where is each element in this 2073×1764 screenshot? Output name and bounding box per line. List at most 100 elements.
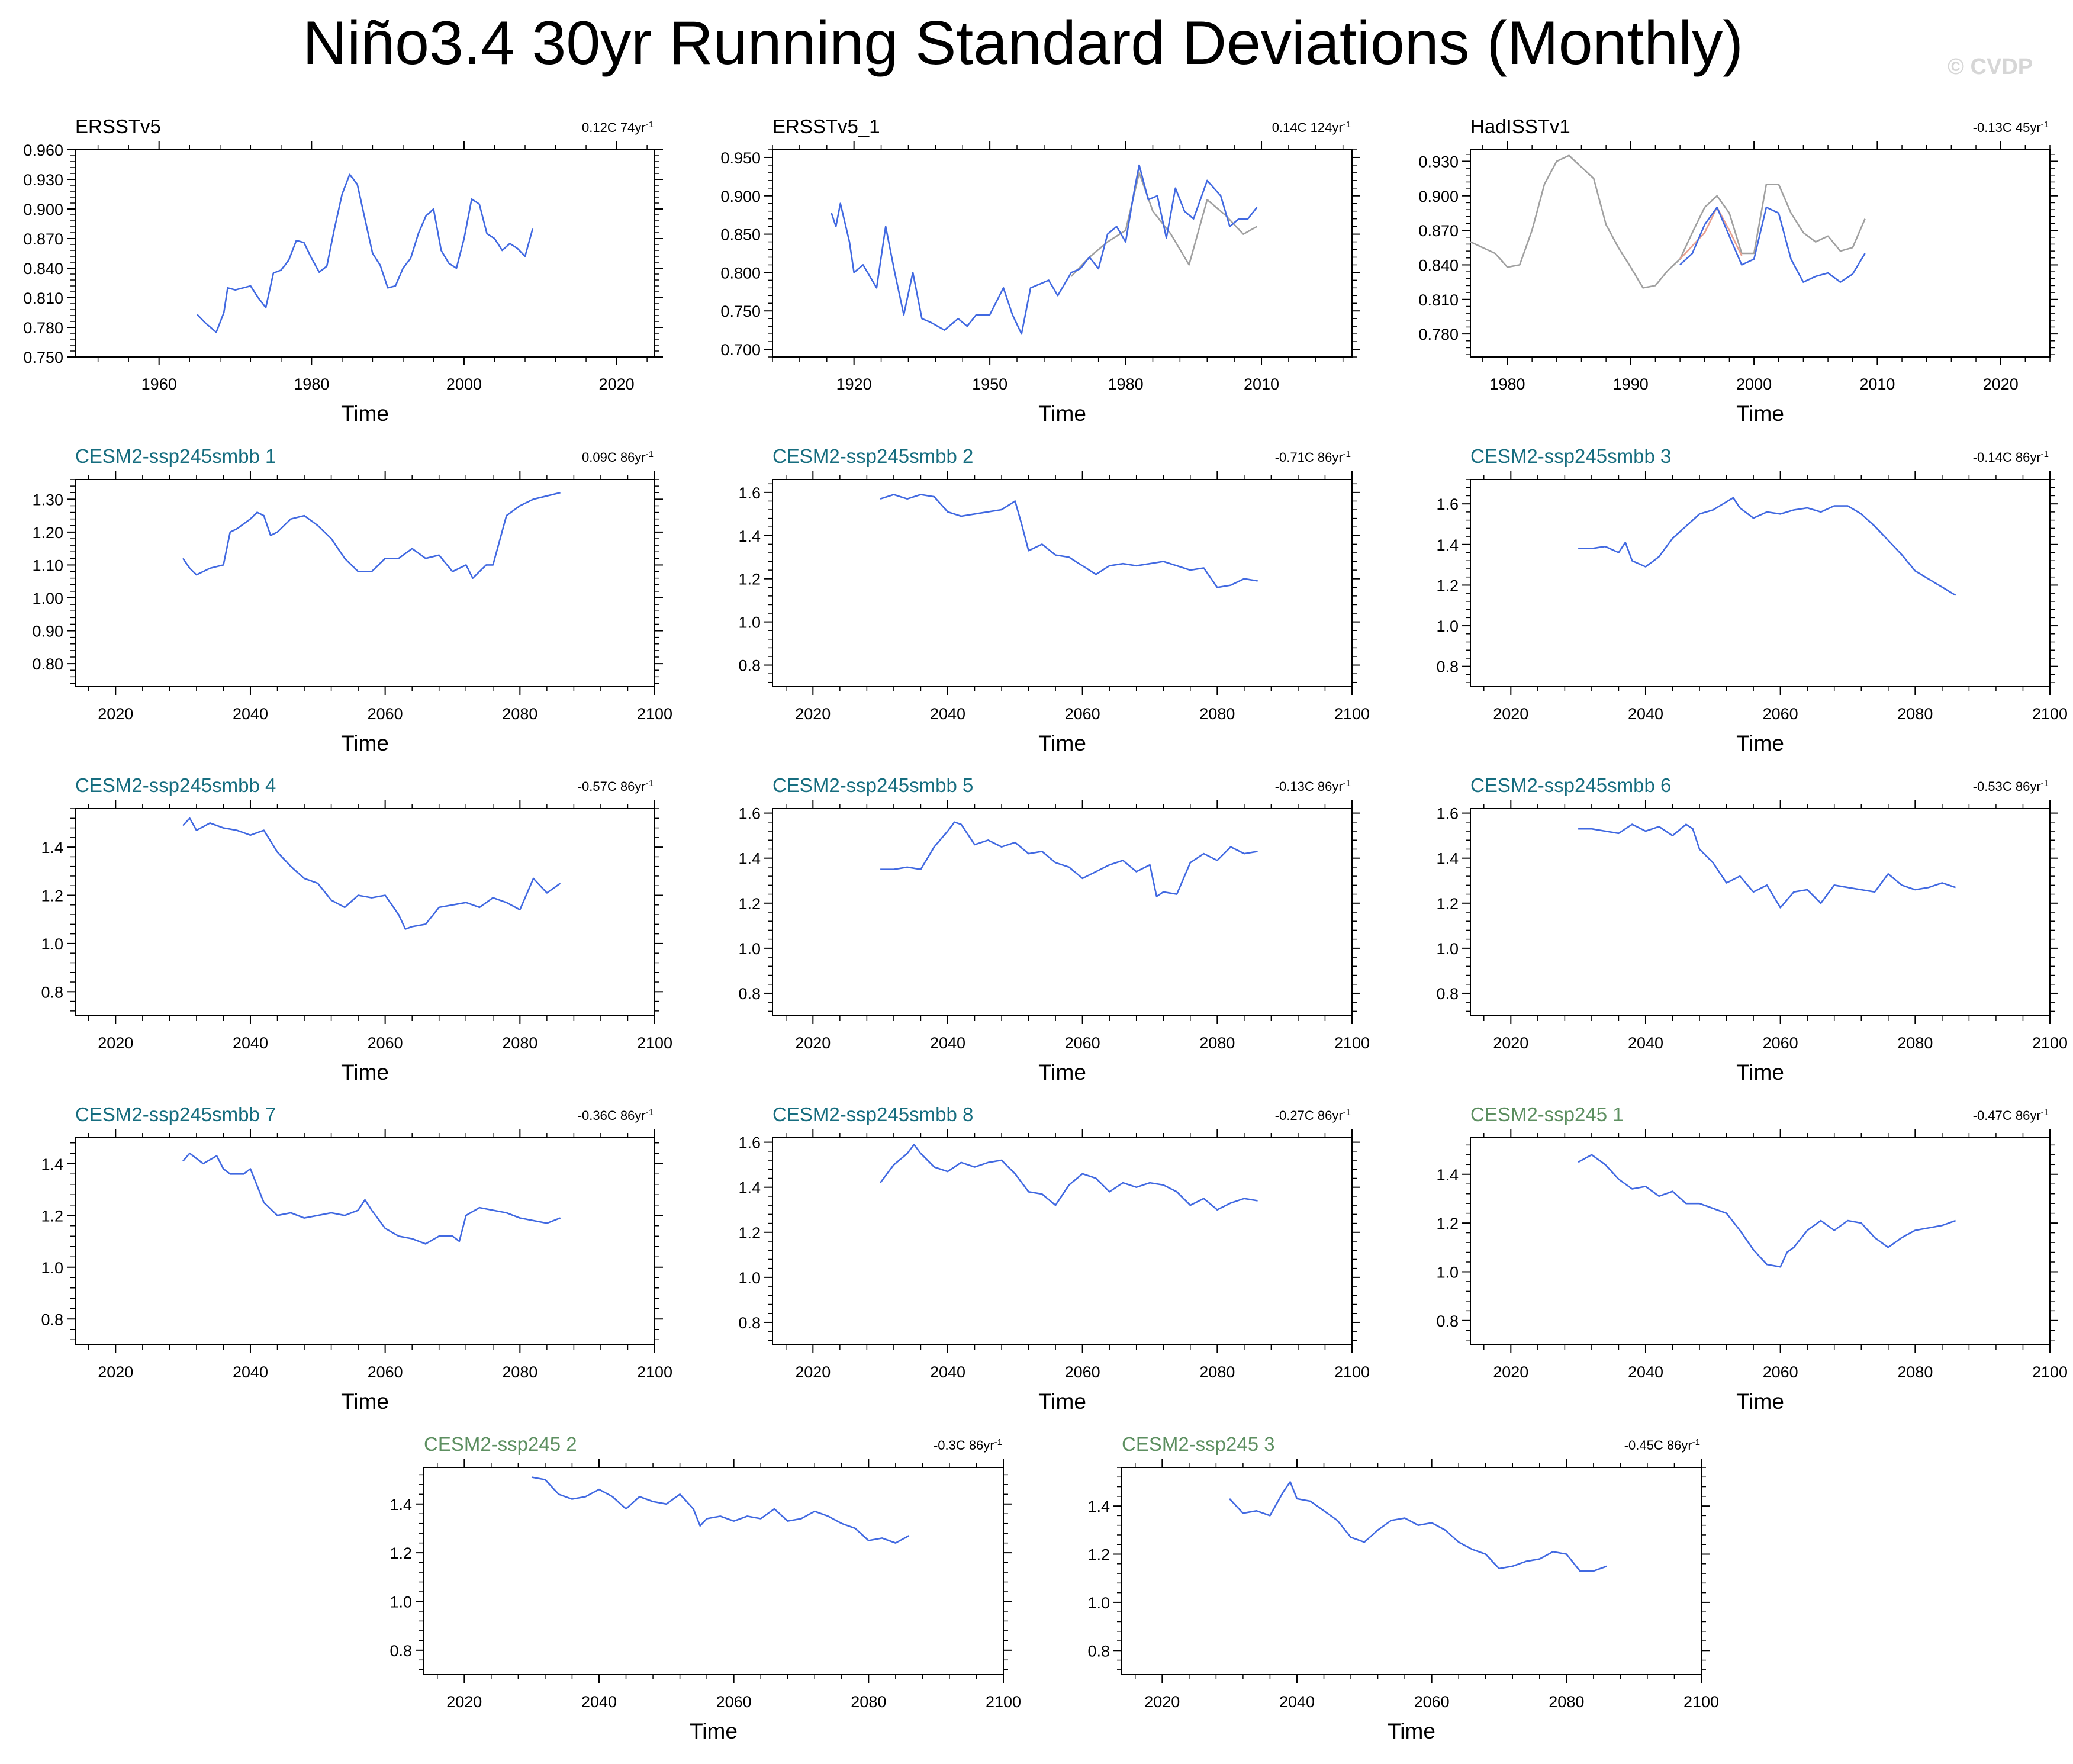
plot-frame [1470,808,2051,1016]
series-line-1 [182,491,561,580]
y-tick-label: 0.850 [720,226,761,244]
cvdp-watermark: © CVDP [1948,54,2033,79]
y-tick-label: 1.30 [32,491,63,508]
y-tick-label: 1.0 [1436,940,1459,958]
x-tick-label: 2010 [1859,375,1895,393]
panel-trend-stat: -0.14C 86yr-1 [1973,449,2049,465]
x-tick-label: 1990 [1613,375,1649,393]
panel-trend-stat: 0.12C 74yr-1 [582,120,654,136]
plot-frame [75,1137,655,1345]
x-tick-label: 2040 [930,1363,965,1381]
panel-trend-stat: -0.27C 86yr-1 [1275,1108,1351,1124]
series-line-1 [1578,1154,1956,1268]
x-tick-label: 2080 [502,1363,537,1381]
y-tick-label: 1.4 [1436,850,1459,868]
series-line-1 [880,494,1258,588]
x-tick-label: 2020 [795,705,831,723]
y-tick-label: 1.2 [1436,1215,1459,1232]
x-tick-label: 2100 [637,1034,672,1052]
x-tick-label: 2020 [446,1693,482,1711]
x-tick-label: 2080 [1199,1034,1235,1052]
y-tick-label: 0.700 [720,341,761,359]
y-tick-label: 1.2 [1087,1546,1110,1564]
y-tick-label: 1.6 [738,805,761,823]
x-tick-label: 2100 [1683,1693,1719,1711]
x-tick-label: 2020 [98,1363,133,1381]
plot-frame [772,149,1353,358]
x-tick-label: 2040 [1628,1363,1663,1381]
x-tick-label: 2080 [1897,705,1933,723]
x-axis-label: Time [1736,1060,1784,1084]
x-tick-label: 2020 [795,1363,831,1381]
x-tick-label: 2040 [233,705,268,723]
x-axis-label: Time [341,731,389,755]
x-tick-label: 2060 [1065,1363,1100,1381]
y-tick-label: 0.960 [23,141,63,159]
x-axis-label: Time [1736,731,1784,755]
x-tick-label: 2100 [1334,1034,1370,1052]
x-tick-label: 2020 [1493,1363,1528,1381]
panel-trend-stat: -0.47C 86yr-1 [1973,1108,2049,1124]
y-tick-label: 0.870 [1418,222,1459,240]
x-tick-label: 2040 [233,1034,268,1052]
y-tick-label: 0.800 [720,264,761,282]
y-tick-label: 0.950 [720,149,761,167]
x-tick-label: 2080 [1199,705,1235,723]
panel-title: CESM2-ssp245smbb 3 [1470,445,1671,467]
y-tick-label: 0.80 [32,655,63,673]
series-line-1 [1229,1481,1608,1572]
y-tick-label: 1.4 [738,1179,761,1197]
x-tick-label: 1920 [836,375,872,393]
series-line-1 [880,1144,1258,1211]
y-tick-label: 0.8 [1436,985,1459,1003]
plot-frame [772,808,1353,1016]
y-tick-label: 0.8 [41,1311,63,1328]
plot-frame [75,479,655,687]
x-tick-label: 1950 [972,375,1007,393]
y-tick-label: 0.8 [390,1642,412,1660]
y-tick-label: 1.2 [738,571,761,588]
y-tick-label: 1.4 [738,850,761,868]
y-tick-label: 1.2 [738,1224,761,1242]
y-tick-label: 0.8 [738,1314,761,1332]
series-line-1 [531,1476,910,1544]
y-tick-label: 1.0 [41,1259,63,1277]
x-tick-label: 2100 [2032,1034,2068,1052]
y-tick-label: 0.780 [23,319,63,337]
y-tick-label: 1.6 [1436,805,1459,823]
y-tick-label: 1.2 [1436,577,1459,594]
y-tick-label: 1.2 [738,895,761,913]
x-tick-label: 2060 [1763,1363,1798,1381]
panel-trend-stat: -0.13C 45yr-1 [1973,120,2049,136]
x-tick-label: 2040 [1279,1693,1315,1711]
plot-frame [1470,479,2051,687]
panel-title: ERSSTv5 [75,115,161,137]
y-tick-label: 1.0 [1087,1594,1110,1612]
chart-panel-7: CESM2-ssp245smbb 4 -0.57C 86yr-1 0.8 1.0 1.2… [41,774,672,1084]
series-line-2 [831,164,1258,335]
y-tick-label: 1.20 [32,524,63,542]
panel-title: CESM2-ssp245 3 [1122,1433,1275,1455]
x-axis-label: Time [1038,731,1086,755]
chart-panel-8: CESM2-ssp245smbb 5 -0.13C 86yr-1 0.8 1.0 1.2… [738,774,1370,1084]
y-tick-label: 0.8 [738,985,761,1003]
y-tick-label: 1.4 [390,1496,412,1514]
plot-frame [75,808,655,1016]
x-tick-label: 2080 [1897,1034,1933,1052]
x-tick-label: 2060 [1065,1034,1100,1052]
y-tick-label: 0.840 [1418,256,1459,274]
panel-trend-stat: -0.53C 86yr-1 [1973,778,2049,794]
panel-trend-stat: -0.13C 86yr-1 [1275,778,1351,794]
y-tick-label: 1.0 [41,935,63,953]
plot-frame [772,1137,1353,1345]
y-tick-label: 1.0 [738,940,761,958]
y-tick-label: 1.2 [1436,895,1459,913]
x-tick-label: 2040 [930,705,965,723]
chart-panel-5: CESM2-ssp245smbb 2 -0.71C 86yr-1 0.8 1.0 1.2… [738,445,1370,755]
x-tick-label: 1960 [141,375,177,393]
panel-title: CESM2-ssp245smbb 4 [75,774,276,796]
x-tick-label: 2080 [1549,1693,1584,1711]
panel-trend-stat: 0.09C 86yr-1 [582,449,654,465]
x-tick-label: 2060 [716,1693,752,1711]
panel-title: ERSSTv5_1 [772,115,880,137]
